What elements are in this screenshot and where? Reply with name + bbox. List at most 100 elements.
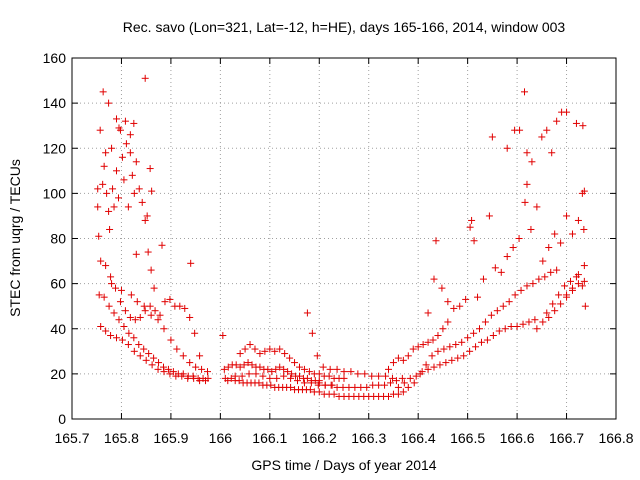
data-point: [339, 383, 347, 391]
data-point: [553, 117, 561, 125]
data-point: [503, 144, 511, 152]
data-point: [130, 334, 138, 342]
data-point: [95, 232, 103, 240]
data-point: [135, 185, 143, 193]
data-point: [135, 341, 143, 349]
data-point: [470, 329, 478, 337]
y-tick-label: 60: [50, 276, 66, 292]
data-point: [414, 343, 422, 351]
data-point: [497, 268, 505, 276]
data-point: [340, 374, 348, 382]
data-point: [145, 350, 153, 358]
data-point: [264, 365, 272, 373]
data-point: [385, 365, 393, 373]
data-point: [140, 302, 148, 310]
data-point: [466, 223, 474, 231]
data-point: [432, 237, 440, 245]
data-point: [303, 309, 311, 317]
y-axis-title: STEC from uqrg / TECUs: [7, 159, 23, 317]
data-point: [354, 370, 362, 378]
data-point: [424, 365, 432, 373]
data-point: [192, 363, 200, 371]
data-point: [232, 361, 240, 369]
data-point: [369, 381, 377, 389]
data-point: [563, 212, 571, 220]
data-point: [551, 230, 559, 238]
data-point: [400, 379, 408, 387]
data-point: [327, 381, 335, 389]
data-point: [543, 309, 551, 317]
data-point: [244, 359, 252, 367]
data-point: [128, 171, 136, 179]
data-point: [130, 347, 138, 355]
data-point: [187, 259, 195, 267]
data-point: [259, 372, 267, 380]
data-point: [479, 275, 487, 283]
data-point: [521, 88, 529, 96]
data-point: [236, 350, 244, 358]
data-point: [96, 126, 104, 134]
data-point: [158, 241, 166, 249]
data-point: [105, 207, 113, 215]
x-tick-label: 166.8: [598, 430, 633, 446]
data-point: [173, 345, 181, 353]
data-point: [568, 230, 576, 238]
data-point: [186, 359, 194, 367]
data-point: [485, 212, 493, 220]
data-point: [273, 374, 281, 382]
data-point: [159, 363, 167, 371]
data-point: [120, 176, 128, 184]
data-point: [272, 365, 280, 373]
y-tick-label: 20: [50, 366, 66, 382]
data-point: [133, 298, 141, 306]
data-point: [580, 262, 588, 270]
data-point: [381, 381, 389, 389]
data-point: [306, 386, 314, 394]
data-point: [142, 356, 150, 364]
data-point: [245, 370, 253, 378]
data-point: [112, 284, 120, 292]
data-point: [166, 295, 174, 303]
y-tick-label: 100: [43, 185, 67, 201]
data-point: [224, 363, 232, 371]
data-point: [375, 372, 383, 380]
data-point: [118, 336, 126, 344]
data-point: [533, 325, 541, 333]
data-point: [179, 352, 187, 360]
data-point: [181, 304, 189, 312]
data-point: [189, 372, 197, 380]
data-point: [561, 282, 569, 290]
data-point: [580, 277, 588, 285]
data-point: [515, 235, 523, 242]
data-point: [462, 295, 470, 303]
data-point: [151, 307, 159, 315]
y-tick-label: 160: [43, 50, 67, 66]
data-point: [351, 383, 359, 391]
data-point: [444, 318, 452, 326]
data-point: [333, 365, 341, 373]
x-tick-label: 165.8: [104, 430, 139, 446]
data-point: [114, 194, 122, 202]
data-point: [294, 377, 302, 385]
data-point: [122, 140, 130, 148]
data-point: [126, 149, 134, 157]
data-point: [557, 300, 565, 308]
data-point: [574, 280, 582, 288]
data-point: [481, 318, 489, 326]
y-tick-label: 0: [58, 411, 66, 427]
data-point: [241, 345, 249, 353]
data-point: [580, 187, 588, 195]
data-point: [428, 352, 436, 360]
data-point: [307, 379, 315, 387]
data-point: [375, 381, 383, 389]
y-tick-label: 80: [50, 231, 66, 247]
data-point: [440, 345, 448, 353]
data-point: [255, 379, 263, 387]
data-point: [176, 302, 184, 310]
data-point: [406, 374, 414, 382]
data-point: [389, 359, 397, 367]
data-point: [315, 370, 323, 378]
data-point: [126, 313, 134, 321]
data-point: [286, 354, 294, 362]
